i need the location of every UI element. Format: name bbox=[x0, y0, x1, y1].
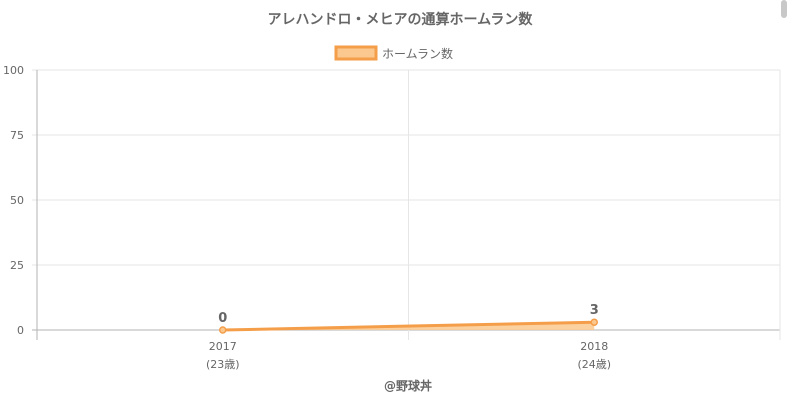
scrollbar-thumb[interactable] bbox=[781, 0, 787, 18]
legend-swatch[interactable] bbox=[334, 45, 378, 61]
chart-title: アレハンドロ・メヒアの通算ホームラン数 bbox=[268, 11, 534, 28]
legend-label[interactable]: ホームラン数 bbox=[382, 46, 453, 61]
y-tick-label: 25 bbox=[10, 259, 24, 272]
data-label: 0 bbox=[218, 311, 227, 326]
series-layer: 03 bbox=[218, 303, 599, 334]
footer-credit: @野球丼 bbox=[384, 378, 432, 393]
x-tick-age-label: (23歳) bbox=[206, 358, 240, 371]
legend[interactable]: ホームラン数 bbox=[334, 45, 453, 61]
series-line bbox=[222, 320, 595, 332]
x-tick-label: 2018 bbox=[580, 340, 608, 353]
y-tick-label: 75 bbox=[10, 129, 24, 142]
x-tick-age-label: (24歳) bbox=[577, 358, 611, 371]
y-tick-label: 0 bbox=[17, 324, 24, 337]
data-point bbox=[219, 326, 227, 334]
grid bbox=[32, 69, 781, 340]
x-axis: 2017 (23歳) 2018 (24歳) bbox=[206, 340, 611, 371]
y-tick-label: 100 bbox=[3, 64, 24, 77]
y-axis: 0 25 50 75 100 bbox=[3, 64, 24, 337]
y-tick-label: 50 bbox=[10, 194, 24, 207]
x-tick-label: 2017 bbox=[209, 340, 237, 353]
data-label: 3 bbox=[590, 303, 599, 318]
data-point bbox=[590, 318, 598, 326]
